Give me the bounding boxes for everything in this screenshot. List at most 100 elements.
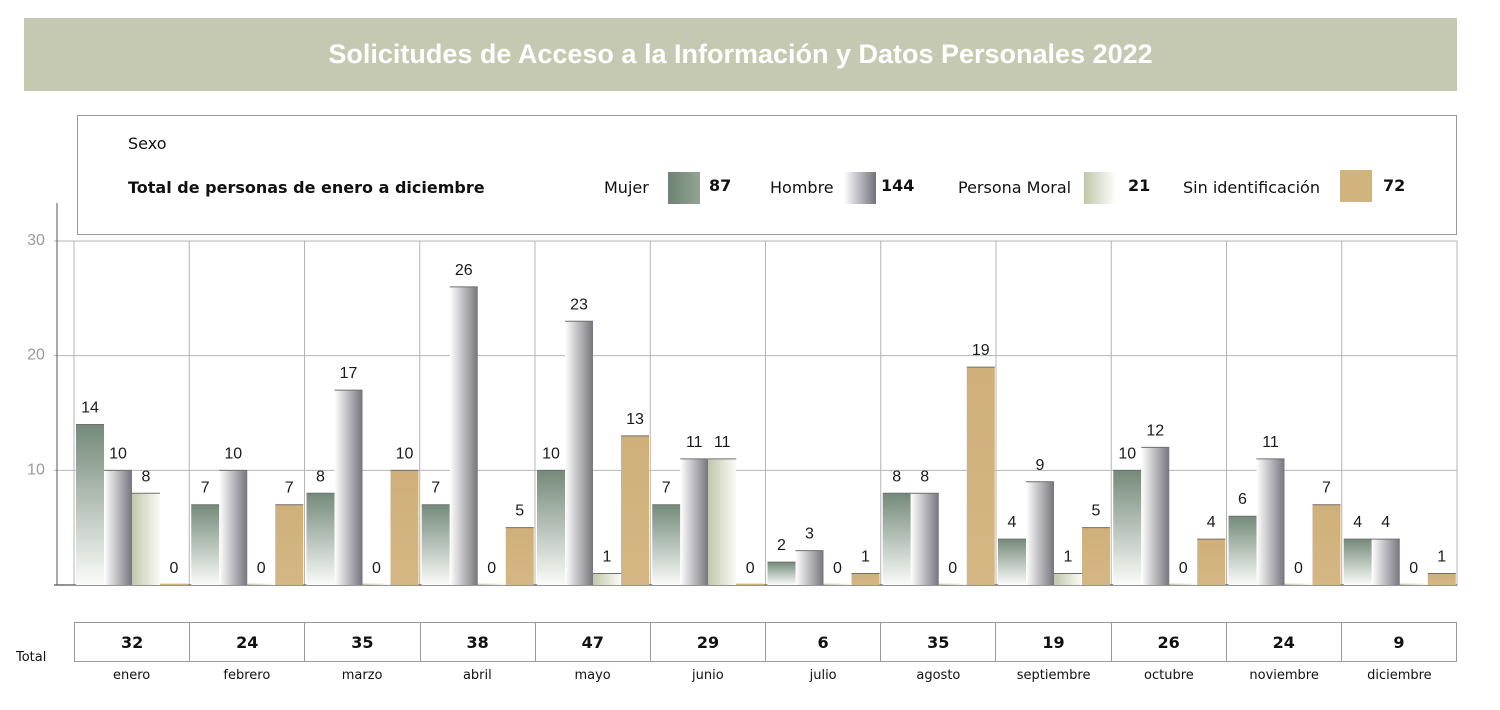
bar-mujer xyxy=(652,504,681,585)
bar-value-label: 8 xyxy=(920,468,929,485)
bar-sin-identificacion xyxy=(966,367,995,585)
legend-box: Sexo Total de personas de enero a diciem… xyxy=(77,115,1457,235)
bar-value-label: 0 xyxy=(170,560,179,577)
bar-value-label: 1 xyxy=(603,549,612,566)
bar-persona-moral xyxy=(1054,573,1082,585)
bar-value-label: 0 xyxy=(1409,560,1418,577)
bar-value-label: 7 xyxy=(285,480,294,497)
month-label: marzo xyxy=(341,668,383,683)
bar-value-label: 0 xyxy=(948,560,957,577)
bar-value-label: 8 xyxy=(142,468,151,485)
total-cell: 35 xyxy=(881,623,997,661)
bar-mujer xyxy=(1228,516,1257,585)
bar-hombre xyxy=(1026,481,1054,585)
total-cell: 35 xyxy=(305,623,421,661)
bar-value-label: 12 xyxy=(1146,422,1164,439)
bar-value-label: 8 xyxy=(316,468,325,485)
bar-value-label: 3 xyxy=(805,526,814,543)
bar-value-label: 0 xyxy=(833,560,842,577)
legend-swatch-hombre xyxy=(844,172,876,204)
bar-hombre xyxy=(1256,458,1285,585)
bar-value-label: 13 xyxy=(626,411,644,428)
bar-mujer xyxy=(1343,539,1372,585)
bar-hombre xyxy=(565,321,593,585)
legend-label-hombre: Hombre xyxy=(770,178,834,197)
total-cell: 19 xyxy=(996,623,1112,661)
bar-persona-moral xyxy=(1284,583,1313,585)
chart-title: Solicitudes de Acceso a la Información y… xyxy=(328,39,1153,69)
month-labels-row: enero febrero marzo abril mayo junio jul… xyxy=(74,668,1457,688)
bar-value-label: 4 xyxy=(1207,514,1216,531)
bar-persona-moral xyxy=(938,583,967,585)
bar-persona-moral xyxy=(477,583,506,585)
legend-subheading: Total de personas de enero a diciembre xyxy=(128,178,485,197)
bar-value-label: 4 xyxy=(1353,514,1362,531)
month-label: enero xyxy=(113,668,151,683)
bar-value-label: 5 xyxy=(1092,503,1101,520)
month-label: agosto xyxy=(916,668,961,683)
y-tick-label: 20 xyxy=(27,347,45,364)
bar-value-label: 4 xyxy=(1008,514,1017,531)
bar-value-label: 5 xyxy=(515,503,524,520)
bar-value-label: 17 xyxy=(340,365,358,382)
legend-swatch-sin-identificacion xyxy=(1340,170,1372,202)
bar-value-label: 10 xyxy=(1118,445,1136,462)
month-label: abril xyxy=(462,668,492,683)
bar-value-label: 4 xyxy=(1381,514,1390,531)
bar-sin-identificacion xyxy=(736,583,765,585)
bar-mujer xyxy=(882,493,911,585)
y-tick-label: 30 xyxy=(27,232,45,249)
bar-value-label: 23 xyxy=(570,296,588,313)
bar-sin-identificacion xyxy=(390,470,419,585)
bar-hombre xyxy=(795,550,824,585)
bar-value-label: 7 xyxy=(201,480,210,497)
bar-hombre xyxy=(1141,447,1170,585)
bar-value-label: 0 xyxy=(746,560,755,577)
bar-sin-identificacion xyxy=(1082,527,1110,585)
bar-value-label: 0 xyxy=(257,560,266,577)
bar-value-label: 9 xyxy=(1036,457,1045,474)
bar-value-label: 11 xyxy=(1262,434,1279,451)
legend-label-persona-moral: Persona Moral xyxy=(958,178,1072,197)
bar-value-label: 11 xyxy=(686,434,703,451)
month-label: julio xyxy=(809,668,837,683)
bar-mujer xyxy=(421,504,450,585)
total-cell: 29 xyxy=(651,623,767,661)
bar-value-label: 0 xyxy=(1179,560,1188,577)
bar-mujer xyxy=(191,504,220,585)
total-cell: 24 xyxy=(1227,623,1342,661)
bar-value-label: 6 xyxy=(1238,491,1247,508)
bar-hombre xyxy=(449,286,478,585)
bar-value-label: 19 xyxy=(972,342,990,359)
totals-row: 32 24 35 38 47 29 6 35 19 26 24 9 xyxy=(74,622,1457,662)
month-label: octubre xyxy=(1144,668,1194,683)
month-label: mayo xyxy=(574,668,611,683)
bar-sin-identificacion xyxy=(851,573,880,585)
bar-sin-identificacion xyxy=(1312,504,1341,585)
total-cell: 26 xyxy=(1112,623,1227,661)
legend-swatch-persona-moral xyxy=(1084,172,1116,204)
month-label: junio xyxy=(692,668,724,683)
month-label: diciembre xyxy=(1367,668,1432,683)
total-cell: 38 xyxy=(421,623,536,661)
bar-mujer xyxy=(306,493,335,585)
bar-sin-identificacion xyxy=(621,435,649,585)
bar-value-label: 0 xyxy=(1294,560,1303,577)
bar-sin-identificacion xyxy=(505,527,534,585)
bar-value-label: 10 xyxy=(542,445,560,462)
bar-value-label: 7 xyxy=(662,480,671,497)
bar-persona-moral xyxy=(823,583,852,585)
bar-value-label: 8 xyxy=(892,468,901,485)
bar-hombre xyxy=(680,458,709,585)
bar-persona-moral xyxy=(1399,583,1428,585)
bar-value-label: 1 xyxy=(861,549,870,566)
bar-mujer xyxy=(767,562,796,585)
bar-value-label: 0 xyxy=(372,560,381,577)
month-label: noviembre xyxy=(1249,668,1319,683)
total-cell: 24 xyxy=(190,623,306,661)
bar-hombre xyxy=(910,493,939,585)
bar-sin-identificacion xyxy=(1197,539,1226,585)
total-cell: 32 xyxy=(75,623,191,661)
bar-mujer xyxy=(76,424,104,585)
legend-total-persona-moral: 21 xyxy=(1128,176,1151,195)
